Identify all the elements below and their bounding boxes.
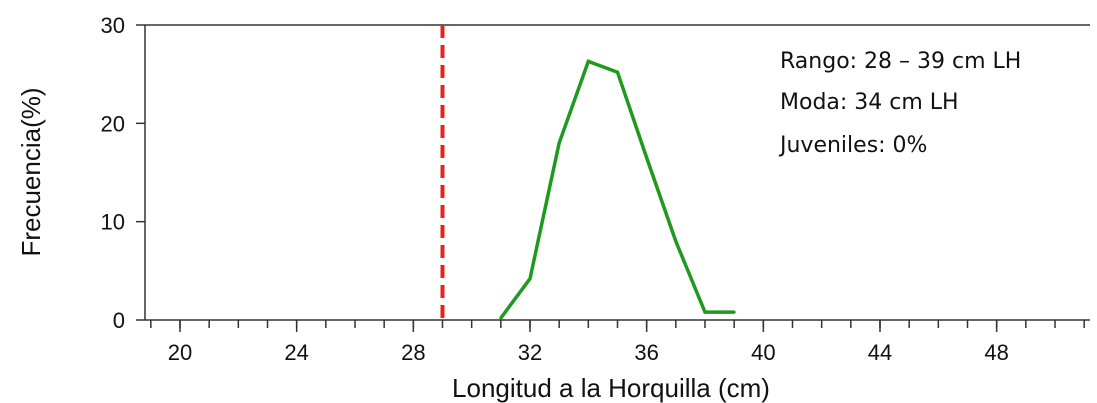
labels-group: Longitud a la Horquilla (cm) Frecuencia(…	[16, 49, 1021, 403]
data-point	[645, 156, 649, 160]
data-point	[557, 141, 561, 145]
x-tick-label: 20	[168, 340, 192, 365]
series-line	[499, 59, 735, 320]
y-tick-label: 10	[101, 210, 125, 235]
data-point	[732, 310, 736, 314]
data-point	[616, 70, 619, 74]
data-point	[703, 310, 707, 314]
x-tick-label: 32	[518, 340, 542, 365]
annotation-juveniles: Juveniles: 0%	[778, 133, 927, 158]
data-point	[674, 239, 678, 243]
data-point	[528, 277, 532, 281]
y-tick-label: 30	[101, 13, 125, 38]
x-tick-label: 36	[634, 340, 658, 365]
x-tick-label: 48	[984, 340, 1008, 365]
y-axis-title: Frecuencia(%)	[16, 87, 46, 256]
x-tick-label: 24	[284, 340, 308, 365]
x-tick-label: 40	[751, 340, 775, 365]
x-axis-title: Longitud a la Horquilla (cm)	[452, 373, 770, 403]
x-tick-label: 28	[401, 340, 425, 365]
data-point	[586, 59, 590, 63]
annotation-range: Rango: 28 – 39 cm LH	[780, 49, 1021, 74]
annotation-mode: Moda: 34 cm LH	[780, 90, 959, 115]
x-tick-label: 44	[868, 340, 892, 365]
data-point	[499, 316, 503, 320]
series-group	[499, 59, 736, 320]
y-tick-label: 0	[113, 308, 125, 333]
axes: 0 10 20 30 20 24 28 32 36 40 44 48	[101, 13, 1090, 365]
y-tick-label: 20	[101, 111, 125, 136]
